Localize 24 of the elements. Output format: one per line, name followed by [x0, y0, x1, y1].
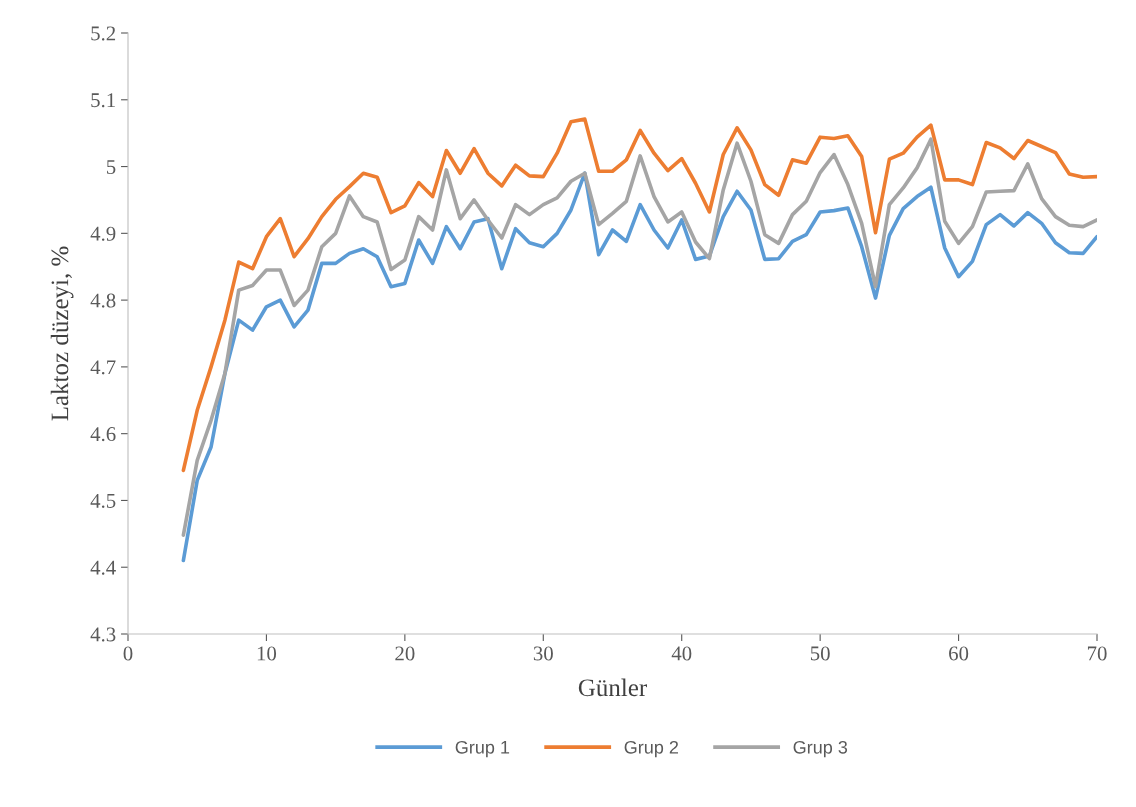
x-tick-label: 40: [671, 646, 692, 661]
y-tick-label: 4.3: [90, 627, 116, 642]
x-tick-label: 60: [949, 646, 969, 661]
legend-label: Grup 3: [793, 740, 848, 758]
x-tick-label: 0: [123, 646, 133, 661]
x-tick-label: 10: [257, 646, 277, 661]
legend-label: Grup 1: [455, 740, 510, 758]
x-tick-label: 30: [533, 646, 553, 661]
y-tick-label: 4.5: [90, 493, 116, 508]
y-tick-label: 4.9: [90, 226, 116, 241]
y-tick-label: 5: [106, 160, 116, 174]
y-tick-label: 4.8: [90, 293, 116, 308]
x-axis-title: Günler: [578, 678, 647, 697]
x-tick-label: 20: [395, 646, 415, 661]
x-tick-label: 70: [1087, 646, 1107, 661]
y-tick-label: 5.2: [91, 26, 116, 41]
y-tick-label: 5.1: [91, 93, 115, 108]
legend-label: Grup 2: [624, 740, 679, 758]
y-tick-label: 4.4: [90, 560, 116, 575]
y-tick-label: 4.7: [90, 360, 116, 375]
line-series: [181, 117, 1097, 473]
y-axis-title: Laktoz düzeyi, %: [50, 246, 74, 421]
x-tick-label: 50: [810, 646, 830, 661]
y-tick-label: 4.6: [90, 427, 116, 442]
